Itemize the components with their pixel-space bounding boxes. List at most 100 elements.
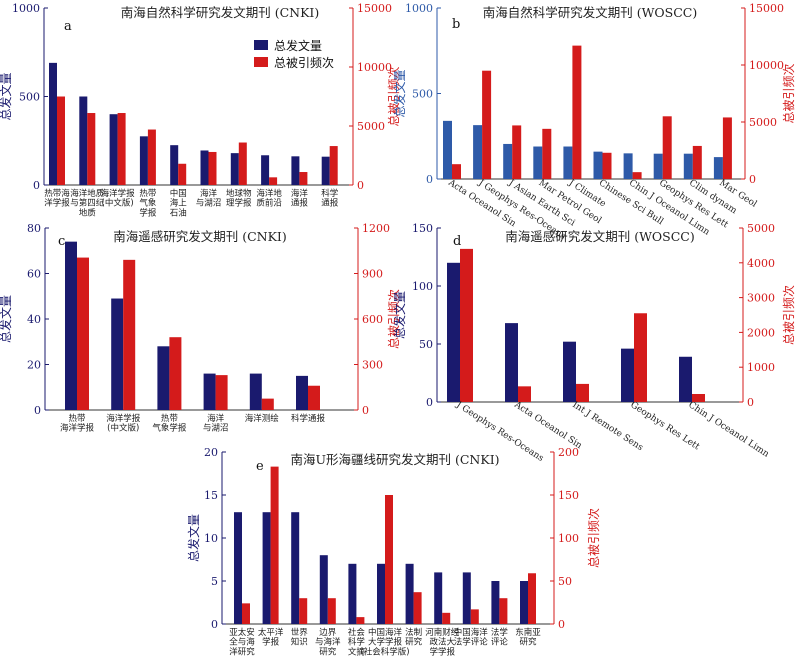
chart-title: 南海遥感研究发文期刊 (WOSCC): [505, 229, 695, 244]
bar-citations: [356, 617, 365, 624]
right-tick-label: 100: [558, 532, 579, 545]
bar-citations: [512, 125, 522, 179]
category-label: 海洋地质与第四纪地质: [70, 188, 105, 219]
chart-panel-a: 南海自然科学研究发文期刊 (CNKI)a05001000050001000015…: [0, 2, 401, 219]
category-label: 中国海洋法学评论: [454, 627, 489, 648]
category-label: 海洋与湖沼: [203, 413, 229, 434]
bar-publications: [262, 512, 271, 624]
left-axis-label: 总发文量: [0, 295, 13, 343]
right-tick-label: 15000: [357, 2, 392, 15]
panel-letter: e: [256, 459, 264, 474]
bar-publications: [713, 157, 723, 179]
bar-publications: [505, 323, 518, 402]
bar-citations: [692, 393, 705, 402]
bar-publications: [79, 96, 88, 185]
left-tick-label: 5: [211, 575, 218, 588]
bar-publications: [503, 143, 513, 179]
right-tick-label: 10000: [357, 61, 392, 74]
bar-publications: [321, 156, 330, 185]
bar-citations: [528, 573, 536, 624]
left-tick-label: 0: [426, 173, 433, 186]
bar-citations: [632, 172, 642, 179]
bar-publications: [593, 151, 603, 179]
right-axis-label: 总被引频次: [387, 289, 401, 349]
category-label: 法学评论: [491, 627, 509, 648]
right-tick-label: 600: [362, 313, 383, 326]
bar-citations: [470, 609, 479, 624]
left-tick-label: 60: [27, 268, 41, 281]
bar-citations: [722, 117, 732, 179]
left-axis-label: 总发文量: [392, 291, 407, 339]
bar-publications: [563, 146, 573, 179]
chart-panel-c: 南海遥感研究发文期刊 (CNKI) c 0 20 40 60 80 0 300 600 900 120…: [0, 222, 401, 434]
category-label: 河南财经政法大学学报: [425, 627, 460, 658]
category-label: 热带气象学报: [139, 188, 157, 219]
left-tick-label: 500: [19, 91, 40, 104]
bar-publications: [319, 555, 328, 624]
bar-citations: [299, 598, 308, 624]
category-label: 海洋测绘: [245, 413, 280, 424]
bar-publications: [291, 512, 300, 624]
bar-citations: [299, 172, 308, 185]
right-axis-label: 总被引频次: [782, 285, 796, 345]
category-label: 东南亚研究: [515, 627, 541, 648]
bar-publications: [200, 150, 209, 185]
bar-citations: [542, 128, 552, 179]
bar-citations: [270, 466, 279, 624]
left-tick-label: 0: [33, 179, 40, 192]
right-tick-label: 0: [747, 396, 754, 409]
bar-citations: [662, 116, 672, 179]
chart-panel-e: 南海U形海疆线研究发文期刊 (CNKI)e0510152005010015020…: [186, 446, 601, 658]
bar-publications: [520, 581, 528, 624]
bar-citations: [452, 164, 461, 179]
category-label: 热带气象学报: [152, 413, 187, 434]
category-label: 科学通报: [321, 188, 339, 209]
left-tick-label: 1000: [405, 2, 433, 15]
left-tick-label: 40: [27, 313, 41, 326]
left-tick-label: 150: [412, 222, 433, 235]
left-axis-label: 总发文量: [0, 72, 13, 120]
bar-publications: [234, 512, 242, 624]
bar-publications: [296, 375, 308, 410]
bar-publications: [405, 563, 414, 624]
left-tick-label: 1000: [12, 2, 40, 15]
category-label: 地球物理学报: [226, 188, 252, 209]
panel-letter: c: [58, 234, 65, 249]
category-label: 科学通报: [291, 413, 326, 424]
category-label: 海洋地质前沿: [256, 188, 282, 209]
bar-citations: [242, 603, 250, 624]
bar-citations: [602, 152, 612, 179]
bar-citations: [238, 142, 247, 185]
panel-letter: d: [453, 234, 461, 249]
category-label: 亚太安全与海洋研究: [229, 627, 255, 658]
bar-publications: [621, 348, 634, 402]
bar-publications: [563, 341, 576, 402]
bar-citations: [169, 337, 182, 410]
category-label: 边界与海洋研究: [315, 627, 341, 658]
bar-publications: [653, 153, 663, 179]
bar-publications: [139, 136, 148, 185]
right-tick-label: 5000: [749, 116, 777, 129]
right-tick-label: 900: [362, 268, 383, 281]
bar-publications: [462, 572, 471, 624]
category-label: 海洋学报(中文版): [101, 188, 136, 209]
bar-citations: [123, 259, 136, 410]
bar-citations: [147, 129, 156, 185]
bar-publications: [157, 346, 170, 410]
bar-citations: [329, 146, 338, 185]
bar-publications: [491, 581, 500, 624]
right-axis-label: 总被引频次: [387, 66, 401, 126]
legend-swatch-citations: [254, 57, 268, 67]
right-tick-label: 300: [362, 359, 383, 372]
category-label: 中国海上石油: [170, 188, 188, 219]
panel-letter: a: [64, 19, 72, 34]
left-tick-label: 15: [204, 489, 218, 502]
category-label: 海洋学报(中文版): [106, 413, 141, 434]
bar-publications: [447, 262, 460, 402]
category-label: 太平洋学报: [258, 627, 284, 648]
chart-title: 南海遥感研究发文期刊 (CNKI): [113, 229, 287, 244]
left-tick-label: 10: [204, 532, 218, 545]
bar-publications: [679, 356, 692, 402]
